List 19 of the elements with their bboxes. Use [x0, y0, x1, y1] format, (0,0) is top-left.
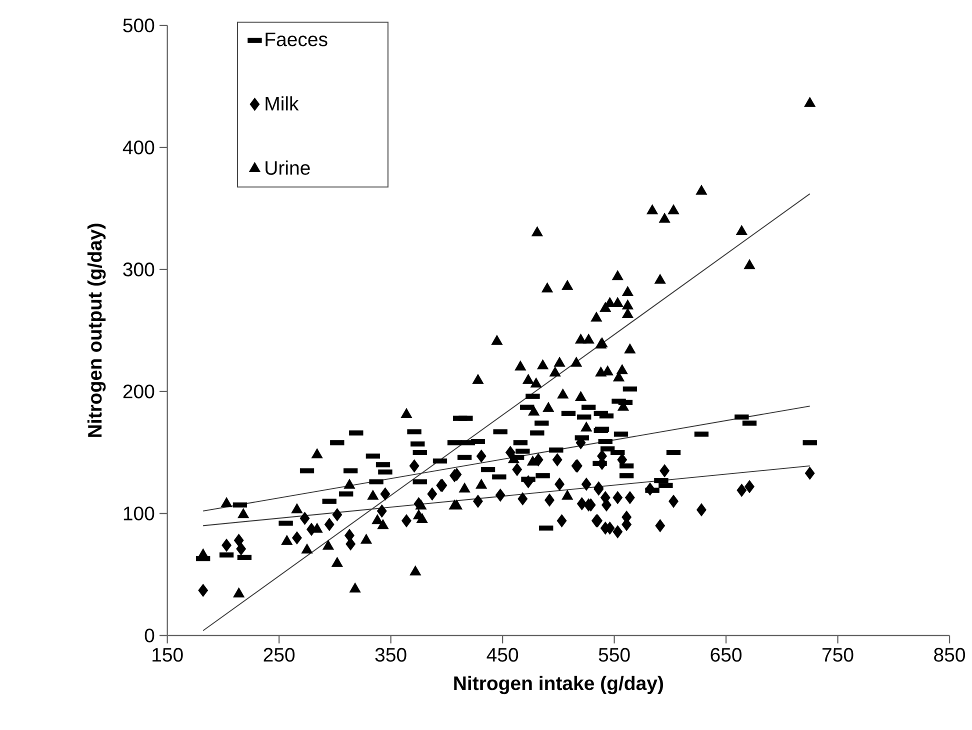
legend-label: Urine	[266, 160, 310, 175]
x-tick-label: 850	[934, 648, 965, 662]
y-tick-label: 100	[124, 506, 154, 520]
y-tick-label: 400	[122, 140, 154, 154]
x-axis-title: Nitrogen intake (g/day)	[454, 676, 663, 694]
x-tick-label: 450	[486, 648, 518, 662]
x-tick-label: 250	[264, 648, 295, 662]
x-tick-label: 350	[375, 648, 406, 662]
x-tick-label: 650	[710, 648, 742, 662]
y-tick-label: 500	[123, 18, 154, 32]
y-tick-label: 0	[144, 628, 154, 642]
x-tick-label: 550	[598, 648, 630, 662]
y-tick-label: 300	[123, 262, 154, 276]
y-tick-label: 200	[123, 384, 154, 398]
x-tick-label: 150	[152, 648, 183, 662]
y-axis-title: Nitrogen output (g/day)	[87, 224, 106, 437]
legend-label: Milk	[266, 96, 299, 110]
x-tick-label: 750	[822, 648, 854, 662]
legend-label: Faeces	[266, 32, 328, 46]
